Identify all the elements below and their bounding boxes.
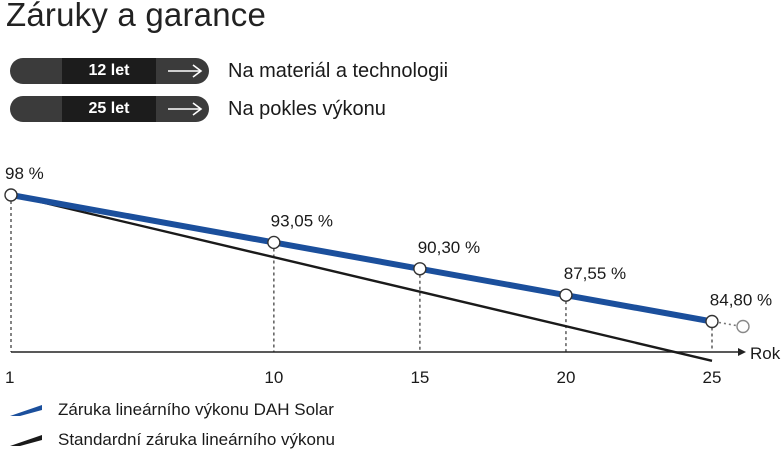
x-tick-label: 15: [410, 368, 429, 387]
x-tick-label: 10: [264, 368, 283, 387]
warranty-badge-label: 25 let: [88, 100, 130, 117]
data-label: 84,80 %: [710, 291, 772, 310]
warranty-description: Na materiál a technologii: [228, 60, 449, 82]
power-warranty-chart: 98 % 93,05 % 90,30 % 87,55 % 84,80 % 1 10 15 20 2…: [4, 164, 781, 387]
x-tick-label: 25: [703, 368, 722, 387]
continuation-line: [718, 321, 737, 327]
data-label: 87,55 %: [564, 264, 626, 283]
data-point: [559, 288, 573, 302]
legend-label: Záruka lineárního výkonu DAH Solar: [58, 400, 334, 419]
legend-swatch-dah: [10, 405, 42, 416]
x-axis-arrow-icon: [738, 348, 746, 356]
continuation-marker: [736, 319, 750, 334]
arrow-right-icon: [168, 102, 203, 116]
data-label: 93,05 %: [271, 211, 333, 230]
warranty-badge-label: 12 let: [88, 62, 130, 79]
legend-label: Standardní záruka lineárního výkonu: [58, 430, 335, 449]
data-point: [705, 314, 719, 329]
legend-swatch-standard: [10, 435, 42, 446]
x-tick-label: 20: [556, 368, 575, 387]
x-axis-label: Rok: [750, 344, 781, 363]
warranty-description: Na pokles výkonu: [228, 98, 386, 120]
data-label: 90,30 %: [418, 238, 480, 257]
arrow-right-icon: [168, 64, 203, 78]
data-point: [4, 188, 18, 202]
series-line-standard: [10, 193, 713, 362]
data-label: 98 %: [5, 164, 44, 183]
x-tick-label: 1: [5, 368, 14, 387]
series-line-dah: [10, 192, 713, 325]
page-title: Záruky a garance: [6, 0, 266, 33]
data-point: [413, 262, 427, 276]
data-point: [267, 235, 281, 250]
